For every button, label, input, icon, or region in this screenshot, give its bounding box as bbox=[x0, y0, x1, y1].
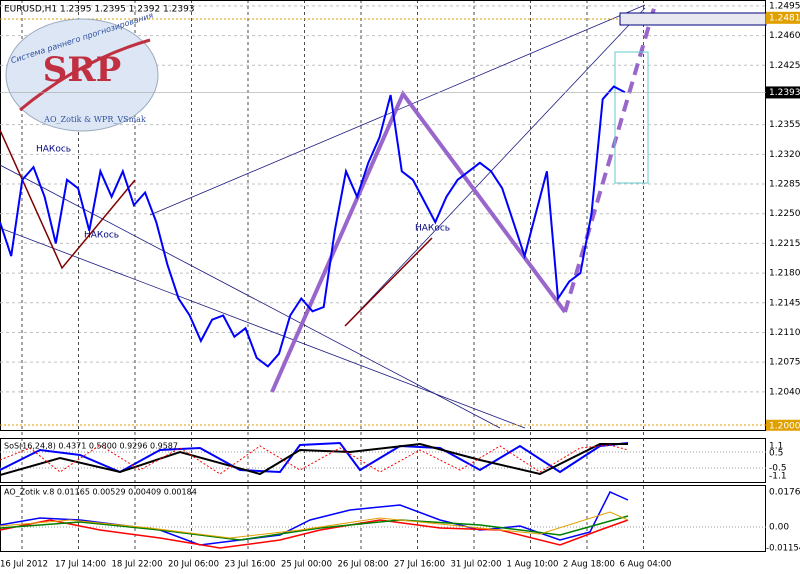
price-line bbox=[0, 85, 626, 368]
y-tick-label: 1.2495 bbox=[769, 1, 800, 11]
x-tick-label: 20 Jul 06:00 bbox=[168, 560, 219, 570]
chart-title: EURUSD,H1 1.2395 1.2395 1.2392 1.2393 bbox=[4, 5, 195, 15]
y-tick-label: 1.2425 bbox=[769, 61, 800, 71]
y-tick-label: 1.2285 bbox=[769, 180, 800, 190]
level-price-box bbox=[766, 419, 800, 431]
indicator1-lines bbox=[0, 441, 766, 476]
indicator1-tick: 1.1 bbox=[769, 442, 783, 452]
logo-title: SRP bbox=[43, 50, 121, 90]
indicator2-window bbox=[0, 485, 766, 552]
last-price-box bbox=[766, 86, 800, 99]
indicator2-lines bbox=[0, 491, 766, 549]
target-price-box bbox=[766, 11, 800, 24]
indicator2-tick: -0.01154 bbox=[766, 544, 800, 554]
indicator1-tick: 0.5 bbox=[769, 449, 783, 459]
x-tick-label: 1 Aug 10:00 bbox=[507, 560, 559, 570]
y-tick-label: 1.2110 bbox=[769, 328, 800, 338]
last-price-label: 1.2393 bbox=[769, 88, 800, 98]
x-tick-label: 26 Jul 08:00 bbox=[338, 560, 389, 570]
annotation: НАКось bbox=[84, 231, 119, 241]
indicator1-tick: -0.5 bbox=[769, 464, 787, 474]
x-tick-label: 18 Jul 22:00 bbox=[112, 560, 163, 570]
main-window bbox=[0, 0, 766, 431]
x-tick-label: 2 Aug 18:00 bbox=[563, 560, 615, 570]
x-tick-label: 17 Jul 14:00 bbox=[55, 560, 106, 570]
y-tick-label: 1.2250 bbox=[769, 209, 800, 219]
y-tick-label: 1.2460 bbox=[769, 31, 800, 41]
x-tick-label: 23 Jul 16:00 bbox=[225, 560, 276, 570]
indicator2-tick: 0.00 bbox=[769, 523, 789, 533]
y-tick-label: 1.2180 bbox=[769, 269, 800, 279]
y-tick-label: 1.2075 bbox=[769, 358, 800, 368]
y-tick-label: 1.2215 bbox=[769, 239, 800, 249]
indicator2-label: AO_Zotik v.8 0.01165 0.00529 0.00409 0.0… bbox=[4, 488, 197, 497]
level-price-label: 1.2000 bbox=[769, 421, 800, 431]
annotation: НАКось bbox=[36, 145, 71, 155]
x-tick-label: 27 Jul 16:00 bbox=[394, 560, 445, 570]
x-tick-label: 6 Aug 04:00 bbox=[620, 560, 672, 570]
indicator2-tick: 0.01761 bbox=[769, 488, 800, 498]
logo: SRP Система раннего прогнозирования AO_Z… bbox=[5, 11, 159, 132]
logo-ellipse bbox=[5, 18, 159, 132]
logo-footer: AO_Zotik & WPR_VSmak bbox=[43, 115, 146, 124]
y-tick-label: 1.2320 bbox=[769, 150, 800, 160]
y-tick-label: 1.2355 bbox=[769, 120, 800, 130]
x-tick-label: 25 Jul 00:00 bbox=[281, 560, 332, 570]
y-tick-label: 1.2145 bbox=[769, 298, 800, 308]
target-price-label: 1.2481 bbox=[769, 13, 800, 23]
x-tick-label: 16 Jul 2012 bbox=[0, 560, 48, 570]
indicator1-label: SoS(16,24,8) 0.4371 0.5800 0.9296 0.9587 bbox=[4, 442, 178, 451]
indicator1-tick: -1.1 bbox=[769, 472, 787, 482]
x-tick-label: 31 Jul 02:00 bbox=[451, 560, 502, 570]
indicator1-window bbox=[0, 438, 766, 483]
annotation: НАКось bbox=[415, 224, 450, 234]
y-tick-label: 1.2040 bbox=[769, 387, 800, 397]
